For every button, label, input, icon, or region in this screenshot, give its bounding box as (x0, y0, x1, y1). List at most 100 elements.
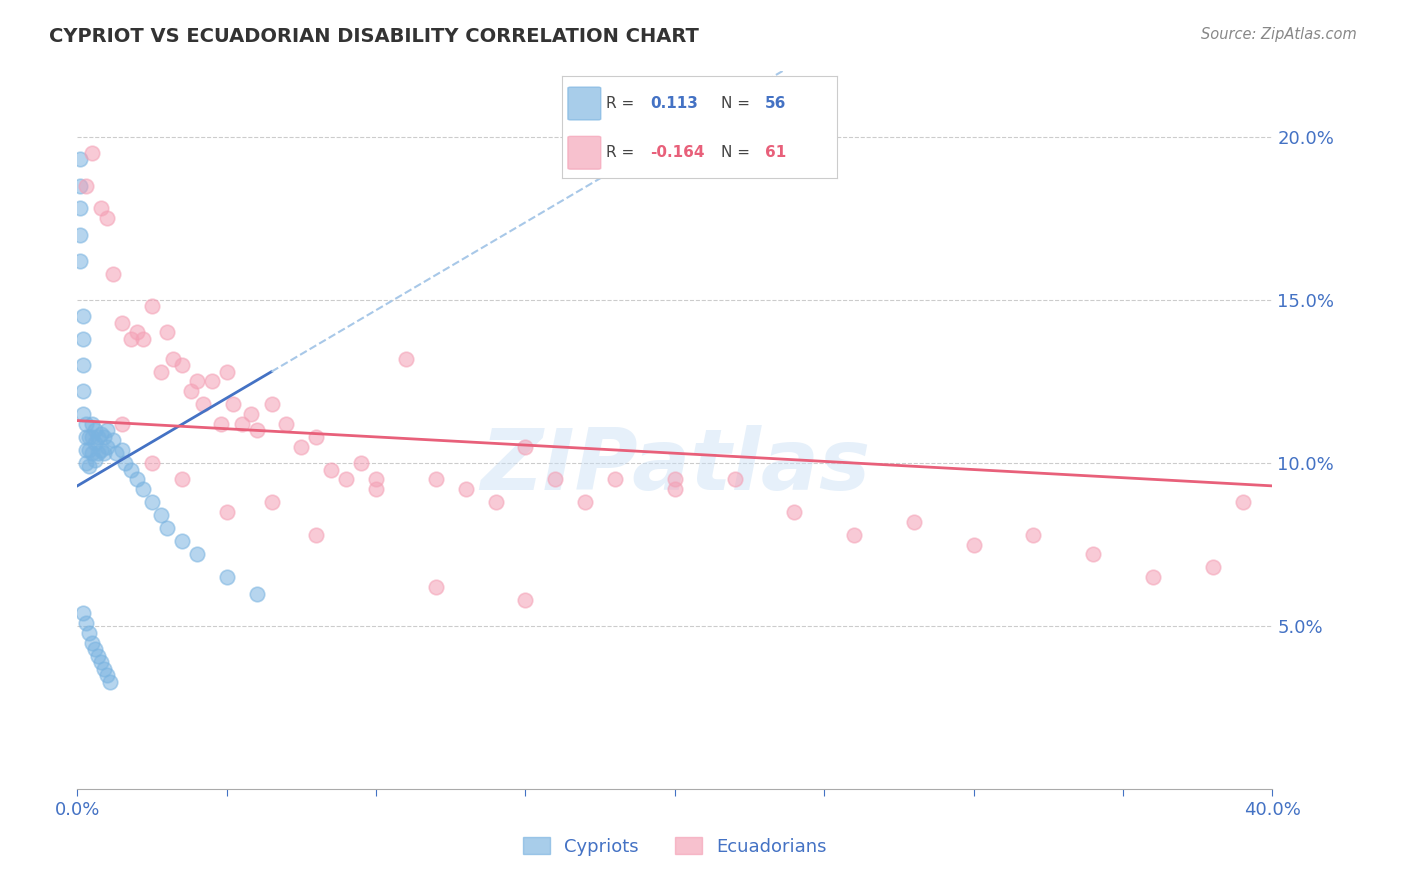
Point (366, 472, 388, 486)
Point (246, 424, 269, 438)
Point (170, 472, 193, 486)
Point (105, 446, 128, 460)
Point (132, 332, 155, 346)
Point (605, 472, 627, 486)
Point (141, 495, 163, 509)
Point (186, 375, 208, 389)
Point (231, 417, 253, 431)
Text: N =: N = (721, 145, 751, 161)
Point (84, 642, 107, 657)
Point (72, 606, 94, 620)
Point (69, 153, 91, 167)
Point (69, 178, 91, 193)
Point (82, 635, 104, 649)
Point (335, 472, 357, 486)
Text: 56: 56 (765, 96, 787, 111)
Point (87, 648, 110, 663)
Point (75, 430, 97, 444)
Point (96, 211, 118, 226)
Point (82, 446, 104, 460)
Point (180, 384, 202, 399)
Text: CYPRIOT VS ECUADORIAN DISABILITY CORRELATION CHART: CYPRIOT VS ECUADORIAN DISABILITY CORRELA… (49, 27, 699, 45)
Point (485, 495, 508, 509)
Point (111, 417, 134, 431)
Text: N =: N = (721, 96, 751, 111)
Point (93, 430, 115, 444)
Point (132, 482, 155, 496)
Point (96, 424, 118, 438)
Point (84, 436, 107, 450)
Point (75, 615, 97, 630)
Point (1232, 495, 1254, 509)
Point (141, 456, 163, 470)
Point (93, 446, 115, 460)
Point (98, 674, 121, 689)
Point (1142, 570, 1164, 584)
Point (84, 452, 107, 467)
Point (844, 528, 866, 542)
Point (350, 456, 373, 470)
Point (321, 462, 343, 476)
Point (1022, 528, 1045, 542)
Point (96, 668, 118, 682)
Point (170, 534, 193, 549)
Point (1083, 548, 1105, 562)
Point (246, 586, 269, 600)
Point (366, 482, 388, 496)
Point (69, 202, 91, 216)
Point (963, 538, 986, 552)
Point (290, 440, 312, 454)
Point (515, 440, 537, 454)
Point (84, 424, 107, 438)
Text: Source: ZipAtlas.com: Source: ZipAtlas.com (1201, 27, 1357, 42)
Point (127, 326, 149, 340)
Point (82, 417, 104, 431)
Point (170, 358, 193, 372)
Point (395, 351, 418, 366)
Point (69, 227, 91, 242)
Point (75, 442, 97, 457)
Point (111, 442, 134, 457)
FancyBboxPatch shape (568, 87, 600, 120)
Point (215, 505, 238, 519)
Text: 61: 61 (765, 145, 786, 161)
Point (305, 528, 328, 542)
Point (103, 433, 124, 447)
Point (79, 625, 101, 640)
Point (156, 326, 179, 340)
Point (425, 472, 447, 486)
Point (120, 462, 142, 476)
Point (260, 495, 283, 509)
Point (239, 407, 262, 421)
Point (75, 456, 97, 470)
Point (75, 178, 97, 193)
Text: 0.113: 0.113 (650, 96, 697, 111)
Point (72, 358, 94, 372)
Point (215, 365, 238, 379)
Point (783, 505, 806, 519)
Point (103, 267, 124, 281)
Point (79, 459, 101, 474)
Point (215, 570, 238, 584)
Text: -0.164: -0.164 (650, 145, 704, 161)
Point (72, 309, 94, 323)
Point (82, 430, 104, 444)
Point (1202, 560, 1225, 574)
Point (90, 655, 112, 669)
Point (724, 472, 747, 486)
Point (515, 593, 537, 607)
Point (664, 472, 686, 486)
FancyBboxPatch shape (568, 136, 600, 169)
Point (141, 299, 163, 313)
Point (903, 515, 925, 529)
Point (72, 407, 94, 421)
Point (90, 426, 112, 441)
Text: ZIPatlas: ZIPatlas (479, 425, 870, 508)
Point (574, 495, 596, 509)
Point (114, 456, 136, 470)
Point (72, 384, 94, 399)
Point (425, 580, 447, 594)
Point (87, 446, 110, 460)
Point (69, 253, 91, 268)
Text: R =: R = (606, 145, 634, 161)
